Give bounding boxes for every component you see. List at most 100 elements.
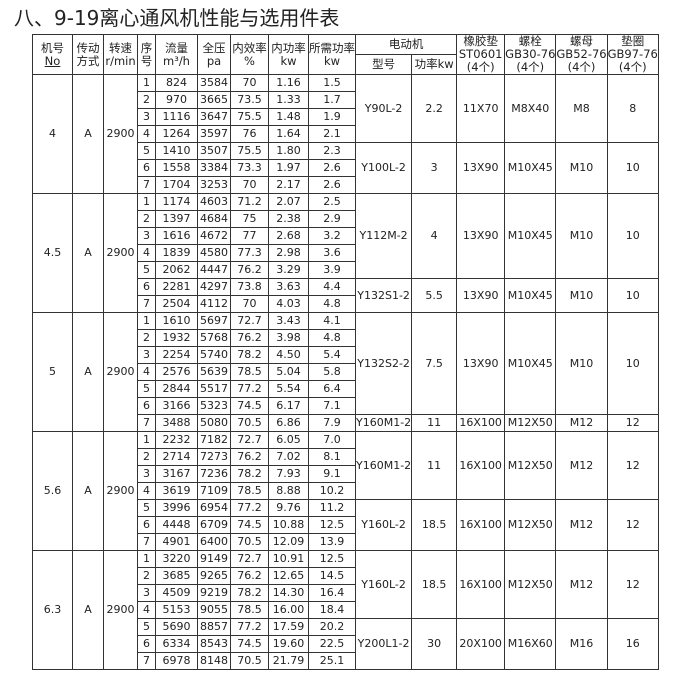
seq-cell: 6 — [137, 397, 156, 415]
seq-cell: 6 — [137, 635, 156, 653]
nut-cell: M12 — [555, 414, 608, 432]
efficiency-cell: 78.5 — [230, 363, 269, 381]
inner-power-cell: 1.48 — [268, 108, 309, 126]
flow-cell: 6978 — [155, 652, 198, 670]
seq-cell: 6 — [137, 159, 156, 177]
seq-cell: 5 — [137, 142, 156, 160]
pressure-cell: 3597 — [197, 125, 231, 143]
inner-power-cell: 7.93 — [268, 465, 309, 483]
inner-power-cell: 5.54 — [268, 380, 309, 398]
required-power-cell: 7.9 — [308, 414, 356, 432]
required-power-cell: 10.2 — [308, 482, 356, 500]
required-power-cell: 7.1 — [308, 397, 356, 415]
inner-power-cell: 21.79 — [268, 652, 309, 670]
flow-cell: 4901 — [155, 533, 198, 551]
pressure-cell: 5639 — [197, 363, 231, 381]
efficiency-cell: 70.5 — [230, 652, 269, 670]
inner-power-cell: 1.97 — [268, 159, 309, 177]
seq-cell: 4 — [137, 125, 156, 143]
washer-cell: 12 — [606, 499, 659, 551]
bolt-cell: M16X60 — [504, 618, 557, 670]
required-power-cell: 2.6 — [308, 176, 356, 194]
inner-power-cell: 12.09 — [268, 533, 309, 551]
table-row: 5 5690 8857 77.2 17.59 20.2 Y200L1-2 30 20X100 M1… — [33, 618, 659, 670]
bolt-cell: M10X45 — [504, 312, 557, 415]
efficiency-cell: 78.2 — [230, 465, 269, 483]
pressure-cell: 6954 — [197, 499, 231, 517]
header-motor-power: 功率kw — [411, 54, 458, 75]
washer-cell: 10 — [606, 193, 659, 279]
pressure-cell: 9265 — [197, 567, 231, 585]
header-motor-model: 型号 — [354, 54, 413, 75]
required-power-cell: 3.6 — [308, 244, 356, 262]
table-row: 6 2281 4297 73.8 3.63 4.4 Y132S1-2 5.5 13X90 M10X… — [33, 278, 659, 313]
pressure-cell: 4684 — [197, 210, 231, 228]
pressure-cell: 8148 — [197, 652, 231, 670]
required-power-cell: 7.0 — [308, 431, 356, 449]
inner-power-cell: 6.17 — [268, 397, 309, 415]
seq-cell: 2 — [137, 329, 156, 347]
motor-power-cell: 5.5 — [411, 278, 458, 313]
inner-power-cell: 3.63 — [268, 278, 309, 296]
machine-no-cell: 4 — [32, 74, 73, 194]
efficiency-cell: 74.5 — [230, 516, 269, 534]
washer-cell: 8 — [606, 74, 659, 143]
washer-cell: 12 — [606, 431, 659, 500]
washer-cell: 10 — [606, 278, 659, 313]
inner-power-cell: 3.29 — [268, 261, 309, 279]
motor-model-cell: Y160M1-2 — [354, 414, 413, 432]
flow-cell: 2844 — [155, 380, 198, 398]
pressure-cell: 5740 — [197, 346, 231, 364]
rubber-pad-cell: 11X70 — [456, 74, 506, 143]
inner-power-cell: 7.02 — [268, 448, 309, 466]
flow-cell: 2062 — [155, 261, 198, 279]
efficiency-cell: 73.3 — [230, 159, 269, 177]
required-power-cell: 5.4 — [308, 346, 356, 364]
required-power-cell: 13.9 — [308, 533, 356, 551]
inner-power-cell: 2.07 — [268, 193, 309, 211]
efficiency-cell: 72.7 — [230, 431, 269, 449]
seq-cell: 1 — [137, 312, 156, 330]
efficiency-cell: 76.2 — [230, 329, 269, 347]
rubber-pad-cell: 16X100 — [456, 499, 506, 551]
machine-no-cell: 5 — [32, 312, 73, 432]
pressure-cell: 5323 — [197, 397, 231, 415]
flow-cell: 1839 — [155, 244, 198, 262]
inner-power-cell: 1.16 — [268, 74, 309, 92]
flow-cell: 1932 — [155, 329, 198, 347]
bolt-cell: M10X45 — [504, 193, 557, 279]
table-row: 2 3685 9265 76.2 12.65 14.5 — [33, 567, 659, 585]
inner-power-cell: 2.17 — [268, 176, 309, 194]
pressure-cell: 4603 — [197, 193, 231, 211]
flow-cell: 1116 — [155, 108, 198, 126]
pressure-cell: 9055 — [197, 601, 231, 619]
nut-cell: M8 — [555, 74, 608, 143]
flow-cell: 5153 — [155, 601, 198, 619]
nut-cell: M10 — [555, 278, 608, 313]
flow-cell: 1704 — [155, 176, 198, 194]
bolt-cell: M8X40 — [504, 74, 557, 143]
inner-power-cell: 19.60 — [268, 635, 309, 653]
pressure-cell: 9219 — [197, 584, 231, 602]
washer-cell: 12 — [606, 414, 659, 432]
efficiency-cell: 78.5 — [230, 482, 269, 500]
inner-power-cell: 2.68 — [268, 227, 309, 245]
table-row: 3 3167 7236 78.2 7.93 9.1 — [33, 465, 659, 483]
seq-cell: 7 — [137, 414, 156, 432]
required-power-cell: 2.9 — [308, 210, 356, 228]
seq-cell: 5 — [137, 261, 156, 279]
seq-cell: 2 — [137, 91, 156, 109]
seq-cell: 5 — [137, 380, 156, 398]
seq-cell: 6 — [137, 278, 156, 296]
pressure-cell: 4112 — [197, 295, 231, 313]
pressure-cell: 4580 — [197, 244, 231, 262]
flow-cell: 970 — [155, 91, 198, 109]
efficiency-cell: 73.5 — [230, 91, 269, 109]
efficiency-cell: 75.5 — [230, 108, 269, 126]
table-row: 7 3488 5080 70.5 6.86 7.9 Y160M1-2 11 16X100 M12X… — [33, 414, 659, 432]
seq-cell: 1 — [137, 74, 156, 92]
seq-cell: 3 — [137, 465, 156, 483]
table-row: 4 1264 3597 76 1.64 2.1 — [33, 125, 659, 143]
flow-cell: 3488 — [155, 414, 198, 432]
pressure-cell: 7273 — [197, 448, 231, 466]
